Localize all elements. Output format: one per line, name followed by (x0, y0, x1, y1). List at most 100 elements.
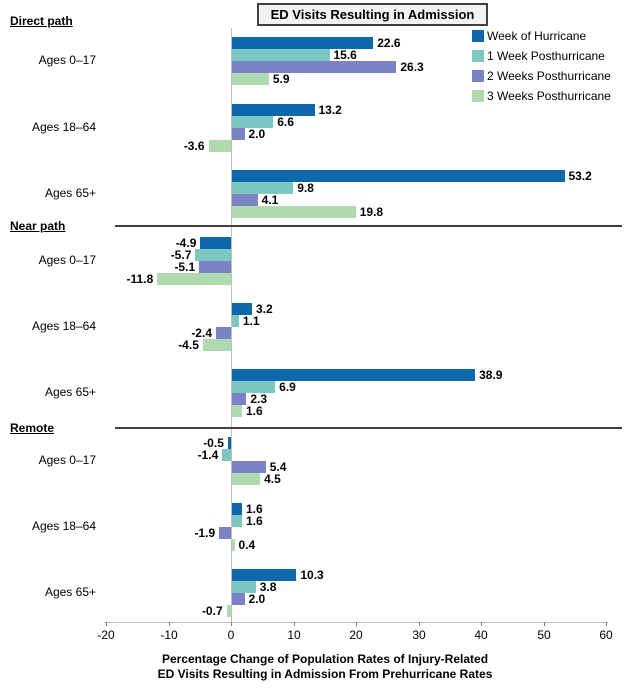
x-axis-tick (169, 622, 170, 626)
bar-value-label: -1.9 (194, 526, 216, 540)
bar-series-2 (232, 515, 242, 527)
x-axis-tick (544, 622, 545, 626)
x-axis-tick (419, 622, 420, 626)
x-axis-tick-label: 0 (227, 628, 235, 642)
bar-value-label: 4.5 (264, 472, 281, 486)
group-label: Ages 18–64 (31, 319, 96, 333)
bar-value-label: -0.5 (203, 436, 224, 450)
bar-value-label: 13.2 (318, 103, 342, 117)
legend-swatch (472, 70, 484, 82)
bar-value-label: 3.8 (259, 580, 277, 594)
x-axis-tick-label: 50 (537, 628, 551, 642)
bar-series-2 (232, 116, 274, 128)
bar-series-2 (232, 381, 276, 393)
bar-value-label: -0.7 (201, 604, 223, 618)
x-axis-tick (106, 622, 107, 626)
bar-series-2 (232, 182, 294, 194)
group-label: Ages 65+ (44, 186, 96, 200)
bar-series-4 (232, 539, 235, 551)
bar-series-2 (222, 449, 231, 461)
x-axis-tick (294, 622, 295, 626)
legend: Week of Hurricane 1 Week Posthurricane 2 W… (472, 30, 611, 102)
bar-value-label: 0.4 (238, 538, 256, 552)
x-axis-tick-label: 10 (287, 628, 301, 642)
x-axis-tick-label: 60 (599, 628, 613, 642)
legend-item: 2 Weeks Posthurricane (472, 70, 611, 82)
bar-value-label: 9.8 (297, 181, 314, 195)
bar-series-1 (232, 170, 565, 182)
legend-item: 3 Weeks Posthurricane (472, 90, 611, 102)
bar-series-2 (232, 581, 256, 593)
x-axis-tick-label: 40 (474, 628, 488, 642)
bar-value-label: 26.3 (400, 60, 424, 74)
bar-series-1 (200, 237, 231, 249)
x-axis-tick (231, 622, 232, 626)
x-axis-title-line1: Percentage Change of Population Rates of… (161, 652, 489, 666)
bar-value-label: 3.2 (256, 302, 273, 316)
group-label: Ages 65+ (44, 585, 96, 599)
bar-value-label: -4.9 (175, 236, 197, 250)
x-axis-title: Percentage Change of Population Rates of… (10, 652, 630, 682)
section-label-near-path: Near path (10, 219, 66, 233)
legend-swatch (472, 30, 484, 42)
bar-value-label: 2.0 (248, 127, 266, 141)
bar-series-3 (232, 393, 247, 405)
bar-value-label: -3.6 (183, 139, 205, 153)
bar-value-label: 10.3 (300, 568, 324, 582)
group-label: Ages 65+ (44, 385, 96, 399)
bar-series-2 (195, 249, 231, 261)
x-axis-tick-label: 30 (412, 628, 426, 642)
zero-axis-line (231, 28, 232, 622)
legend-swatch (472, 50, 484, 62)
bar-value-label: 19.8 (359, 205, 384, 219)
bar-series-2 (232, 49, 330, 61)
legend-label: 1 Week Posthurricane (487, 49, 605, 63)
bar-value-label: 1.1 (242, 314, 260, 328)
bar-series-3 (216, 327, 231, 339)
bar-series-2 (232, 315, 239, 327)
section-separator (115, 427, 622, 429)
bar-series-4 (202, 339, 231, 351)
bar-series-3 (199, 261, 231, 273)
bar-value-label: -2.4 (191, 326, 212, 340)
bar-series-4 (208, 140, 231, 152)
legend-item: 1 Week Posthurricane (472, 50, 611, 62)
chart-title: ED Visits Resulting in Admission (270, 7, 475, 22)
bar-value-label: -5.1 (174, 260, 196, 274)
bar-value-label: 4.1 (261, 193, 279, 207)
bar-series-1 (232, 569, 297, 581)
group-label: Ages 18–64 (31, 519, 96, 533)
bar-value-label: -1.4 (197, 448, 219, 462)
x-axis-tick (481, 622, 482, 626)
bar-series-4 (232, 206, 356, 218)
x-axis-tick-label: -10 (160, 628, 178, 642)
bar-series-4 (157, 273, 231, 285)
group-label: Ages 18–64 (31, 120, 96, 134)
group-label: Ages 0–17 (38, 453, 96, 467)
bar-series-4 (232, 73, 269, 85)
bar-value-label: -11.8 (126, 272, 154, 286)
legend-swatch (472, 90, 484, 102)
x-axis-tick (356, 622, 357, 626)
bar-value-label: 1.6 (246, 502, 263, 516)
group-label: Ages 0–17 (38, 253, 96, 267)
bar-value-label: 2.3 (250, 392, 268, 406)
legend-label: 2 Weeks Posthurricane (487, 69, 611, 83)
bar-series-4 (232, 473, 261, 485)
bar-value-label: 5.4 (269, 460, 287, 474)
bar-value-label: 2.0 (248, 592, 266, 606)
bar-value-label: -4.5 (178, 338, 199, 352)
bar-value-label: 1.6 (246, 404, 263, 418)
x-axis-title-line2: ED Visits Resulting in Admission From Pr… (157, 667, 493, 681)
legend-label: 3 Weeks Posthurricane (487, 89, 611, 103)
legend-label: Week of Hurricane (487, 29, 587, 43)
chart-title-box: ED Visits Resulting in Admission (257, 3, 488, 26)
bar-series-3 (232, 593, 245, 605)
bar-value-label: 15.6 (333, 48, 357, 62)
bar-series-4 (226, 605, 231, 617)
bar-value-label: 1.6 (246, 514, 263, 528)
bar-value-label: 53.2 (568, 169, 592, 183)
section-separator (115, 225, 622, 227)
bar-series-3 (232, 61, 397, 73)
